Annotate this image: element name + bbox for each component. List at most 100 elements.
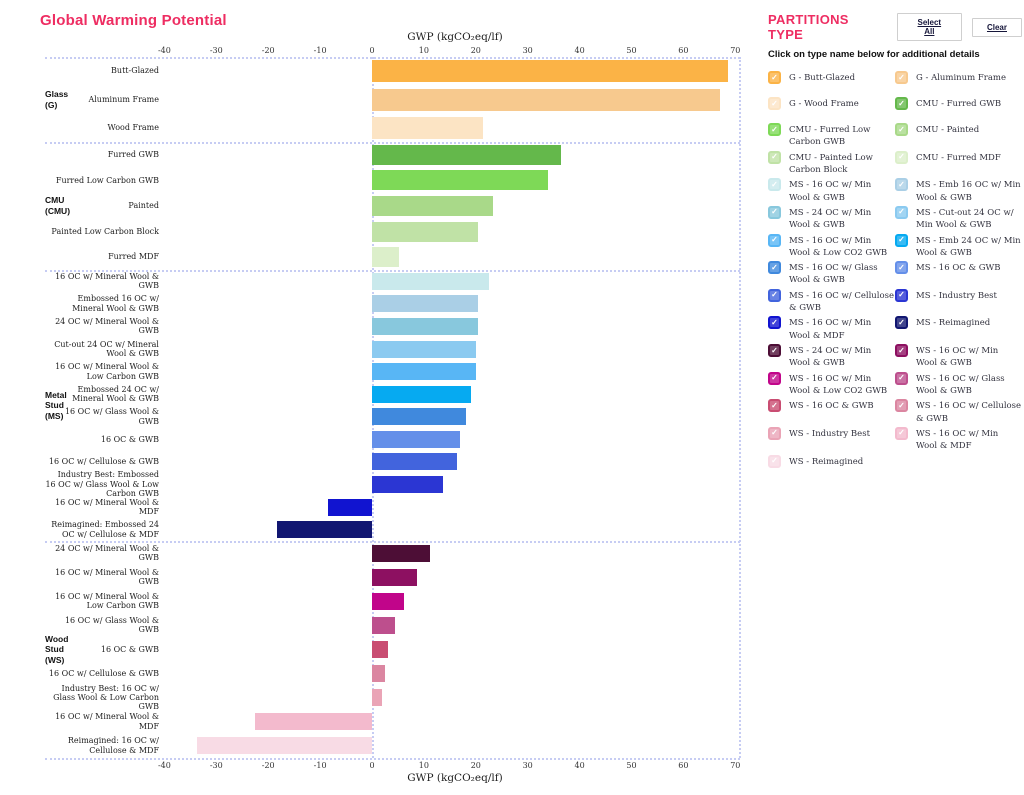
legend-item[interactable]: ✓ WS - 16 OC w/ Min Wool & Low CO2 GWB [768, 370, 895, 398]
legend-item-label[interactable]: MS - Emb 24 OC w/ Min Wool & GWB [916, 235, 1021, 258]
legend-item-label[interactable]: MS - 16 OC & GWB [916, 263, 1001, 274]
clear-button[interactable]: Clear [971, 17, 1022, 37]
legend-item[interactable]: ✓ MS - 24 OC w/ Min Wool & GWB [768, 204, 895, 232]
legend-item-label[interactable]: MS - 16 OC w/ Min Wool & GWB [789, 180, 872, 203]
group-label-metal-stud-ms-: Metal Stud (MS) [45, 389, 67, 421]
legend-item-label[interactable]: WS - Reimagined [789, 456, 864, 467]
legend-checkbox[interactable]: ✓ [768, 261, 781, 275]
legend-checkbox[interactable]: ✓ [895, 316, 908, 330]
legend-item[interactable]: ✓ MS - Reimagined [895, 314, 1022, 342]
legend-checkbox[interactable]: ✓ [895, 178, 908, 192]
legend-item[interactable]: ✓ MS - Cut-out 24 OC w/ Min Wool & GWB [895, 204, 1022, 232]
check-icon: ✓ [771, 124, 778, 134]
legend-item[interactable]: ✓ MS - 16 OC w/ Glass Wool & GWB [768, 259, 895, 287]
legend-item-label[interactable]: G - Aluminum Frame [916, 73, 1007, 83]
legend-item-label[interactable]: WS - 24 OC w/ Min Wool & GWB [789, 346, 872, 369]
legend-checkbox[interactable]: ✓ [768, 97, 781, 110]
legend-checkbox[interactable]: ✓ [768, 316, 781, 330]
legend-checkbox[interactable]: ✓ [895, 288, 908, 302]
legend-item-label[interactable]: WS - Industry Best [789, 428, 870, 439]
legend-item-label[interactable]: WS - 16 OC w/ Cellulose & GWB [916, 401, 1022, 424]
legend-item[interactable]: ✓ MS - 16 OC w/ Cellulose & GWB [768, 287, 895, 315]
check-icon: ✓ [771, 179, 778, 189]
legend-item[interactable]: ✓ G - Aluminum Frame [895, 69, 1022, 95]
legend-item[interactable]: ✓ CMU - Furred Low Carbon GWB [768, 121, 895, 149]
legend-item[interactable]: ✓ WS - 16 OC & GWB [768, 397, 895, 425]
legend-item[interactable]: ✓ MS - Emb 24 OC w/ Min Wool & GWB [895, 232, 1022, 260]
legend-checkbox[interactable]: ✓ [768, 399, 781, 413]
legend-checkbox[interactable]: ✓ [895, 71, 908, 84]
legend-checkbox[interactable]: ✓ [768, 344, 781, 357]
legend-checkbox[interactable]: ✓ [895, 205, 908, 219]
legend-item-label[interactable]: WS - 16 OC w/ Glass Wool & GWB [916, 373, 1005, 396]
legend-checkbox[interactable]: ✓ [895, 371, 908, 385]
legend-item[interactable]: ✓ MS - 16 OC w/ Min Wool & GWB [768, 176, 895, 204]
legend-item[interactable]: ✓ CMU - Painted Low Carbon Block [768, 149, 895, 177]
legend-checkbox[interactable]: ✓ [768, 288, 781, 302]
legend-checkbox[interactable]: ✓ [768, 426, 781, 440]
legend-checkbox[interactable]: ✓ [768, 454, 781, 468]
legend-checkbox[interactable]: ✓ [768, 150, 781, 164]
legend-item[interactable]: ✓ G - Wood Frame [768, 95, 895, 121]
legend-item[interactable]: ✓ WS - Industry Best [768, 425, 895, 453]
legend-checkbox[interactable]: ✓ [768, 71, 781, 84]
legend-item[interactable]: ✓ CMU - Furred MDF [895, 149, 1022, 177]
legend-item-label[interactable]: MS - 16 OC w/ Cellulose & GWB [789, 290, 895, 314]
legend-checkbox[interactable]: ✓ [895, 261, 908, 275]
legend-item[interactable]: ✓ WS - Reimagined [768, 453, 895, 479]
legend-checkbox[interactable]: ✓ [895, 399, 908, 413]
legend-item-label[interactable]: MS - 16 OC w/ Min Wool & MDF [789, 318, 872, 341]
legend-item-label[interactable]: CMU - Furred MDF [916, 152, 1001, 163]
legend-checkbox[interactable]: ✓ [768, 205, 781, 219]
legend-item[interactable]: ✓ CMU - Painted [895, 121, 1022, 149]
legend-item[interactable]: ✓ G - Butt-Glazed [768, 69, 895, 95]
legend-item-label[interactable]: MS - Reimagined [916, 318, 991, 329]
legend-item-label[interactable]: WS - 16 OC w/ Min Wool & Low CO2 GWB [789, 373, 888, 396]
row-label: 16 OC & GWB [100, 644, 159, 654]
legend-item-label[interactable]: MS - Emb 16 OC w/ Min Wool & GWB [916, 180, 1021, 203]
legend-item-label[interactable]: MS - 16 OC w/ Glass Wool & GWB [789, 263, 878, 286]
legend-item[interactable]: ✓ MS - 16 OC w/ Min Wool & Low CO2 GWB [768, 232, 895, 260]
legend-item-label[interactable]: MS - Industry Best [916, 290, 997, 301]
check-icon: ✓ [771, 235, 778, 244]
select-all-button[interactable]: Select All [896, 13, 962, 41]
legend-checkbox[interactable]: ✓ [768, 371, 781, 385]
legend-item-label[interactable]: MS - 16 OC w/ Min Wool & Low CO2 GWB [789, 235, 888, 258]
legend-item-label[interactable]: WS - 16 OC & GWB [789, 401, 874, 412]
legend-item-label[interactable]: CMU - Painted Low Carbon Block [789, 152, 873, 175]
legend-item-label[interactable]: G - Butt-Glazed [789, 73, 856, 83]
x-axis-tick-top: -30 [209, 46, 223, 55]
legend-item-label[interactable]: WS - 16 OC w/ Min Wool & MDF [916, 428, 999, 452]
legend-item[interactable]: ✓ WS - 16 OC w/ Cellulose & GWB [895, 397, 1022, 425]
x-axis-tick-bottom: -40 [157, 761, 171, 770]
legend-checkbox[interactable]: ✓ [895, 97, 908, 110]
legend-item[interactable]: ✓ WS - 16 OC w/ Glass Wool & GWB [895, 370, 1022, 398]
bar [372, 144, 561, 165]
legend-checkbox[interactable]: ✓ [895, 123, 908, 136]
legend-item[interactable]: ✓ WS - 16 OC w/ Min Wool & GWB [895, 342, 1022, 370]
legend-checkbox[interactable]: ✓ [895, 426, 908, 440]
legend-item[interactable]: ✓ MS - 16 OC & GWB [895, 259, 1022, 287]
legend-checkbox[interactable]: ✓ [895, 150, 908, 164]
bar [372, 689, 382, 707]
legend-checkbox[interactable]: ✓ [895, 233, 908, 247]
legend-item-label[interactable]: MS - 24 OC w/ Min Wool & GWB [789, 207, 872, 231]
legend-checkbox[interactable]: ✓ [768, 233, 781, 247]
legend-item-label[interactable]: CMU - Furred GWB [916, 99, 1002, 109]
legend-item[interactable]: ✓ MS - Industry Best [895, 287, 1022, 315]
legend-item-label[interactable]: WS - 16 OC w/ Min Wool & GWB [916, 346, 999, 369]
legend-item[interactable]: ✓ CMU - Furred GWB [895, 95, 1022, 121]
legend-item-label[interactable]: G - Wood Frame [789, 99, 859, 109]
legend-item-label[interactable]: CMU - Painted [916, 125, 980, 135]
row-label: Reimagined: 16 OC w/ Cellulose & MDF [67, 736, 159, 755]
legend-item-label[interactable]: CMU - Furred Low Carbon GWB [789, 125, 871, 148]
legend-checkbox[interactable]: ✓ [768, 178, 781, 192]
legend-item[interactable]: ✓ MS - Emb 16 OC w/ Min Wool & GWB [895, 176, 1022, 204]
legend-checkbox[interactable]: ✓ [895, 344, 908, 357]
legend-item-label[interactable]: MS - Cut-out 24 OC w/ Min Wool & GWB [916, 207, 1014, 231]
legend-item[interactable]: ✓ WS - 16 OC w/ Min Wool & MDF [895, 425, 1022, 453]
legend-item[interactable]: ✓ MS - 16 OC w/ Min Wool & MDF [768, 314, 895, 342]
x-axis-tick-bottom: 50 [626, 761, 637, 770]
legend-checkbox[interactable]: ✓ [768, 123, 781, 136]
legend-item[interactable]: ✓ WS - 24 OC w/ Min Wool & GWB [768, 342, 895, 370]
